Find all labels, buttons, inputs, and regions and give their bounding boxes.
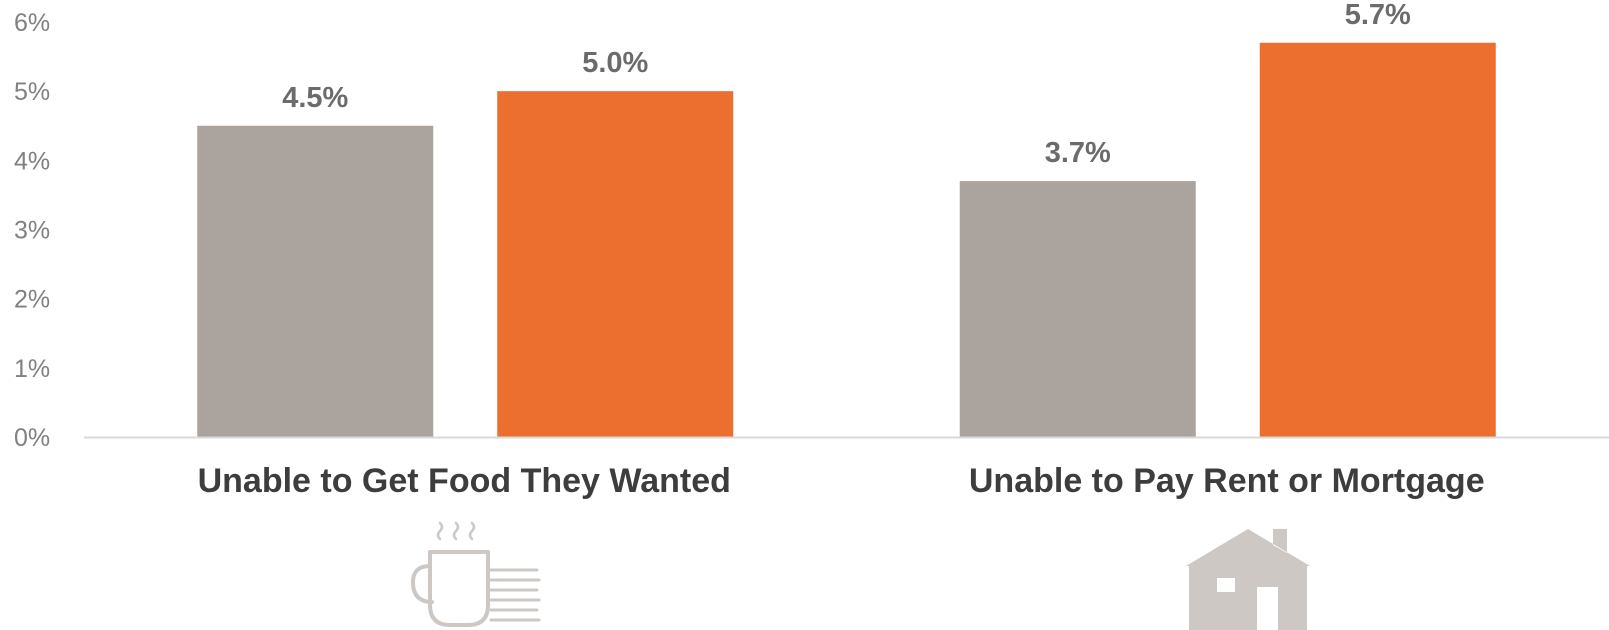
y-tick-label: 1% — [14, 355, 50, 383]
y-tick-label: 5% — [14, 78, 50, 106]
y-tick-label: 3% — [14, 217, 50, 245]
bar-series-1-cat-1 — [1259, 42, 1496, 437]
category-labels: Unable to Get Food They Wanted Unable to … — [198, 462, 1485, 500]
category-label: Unable to Get Food They Wanted — [198, 462, 731, 500]
y-tick-label: 4% — [14, 147, 50, 175]
data-labels: 4.5% 5.0% 3.7% 5.7% — [282, 0, 1411, 169]
data-label: 4.5% — [282, 82, 348, 114]
bar-series-0-cat-0 — [197, 125, 434, 437]
house-icon — [1186, 529, 1310, 630]
y-tick-label: 6% — [14, 9, 50, 37]
bar-series-0-cat-1 — [959, 181, 1196, 437]
bars — [197, 42, 1496, 438]
y-tick-label: 2% — [14, 286, 50, 314]
data-label: 5.7% — [1345, 0, 1411, 31]
bar-series-1-cat-0 — [497, 91, 734, 438]
coffee-cup-books-icon — [410, 521, 541, 627]
data-label: 5.0% — [582, 47, 648, 79]
y-axis: 0% 1% 2% 3% 4% 5% 6% — [14, 9, 50, 452]
category-label: Unable to Pay Rent or Mortgage — [969, 462, 1485, 500]
data-label: 3.7% — [1045, 137, 1111, 169]
y-tick-label: 0% — [14, 424, 50, 452]
